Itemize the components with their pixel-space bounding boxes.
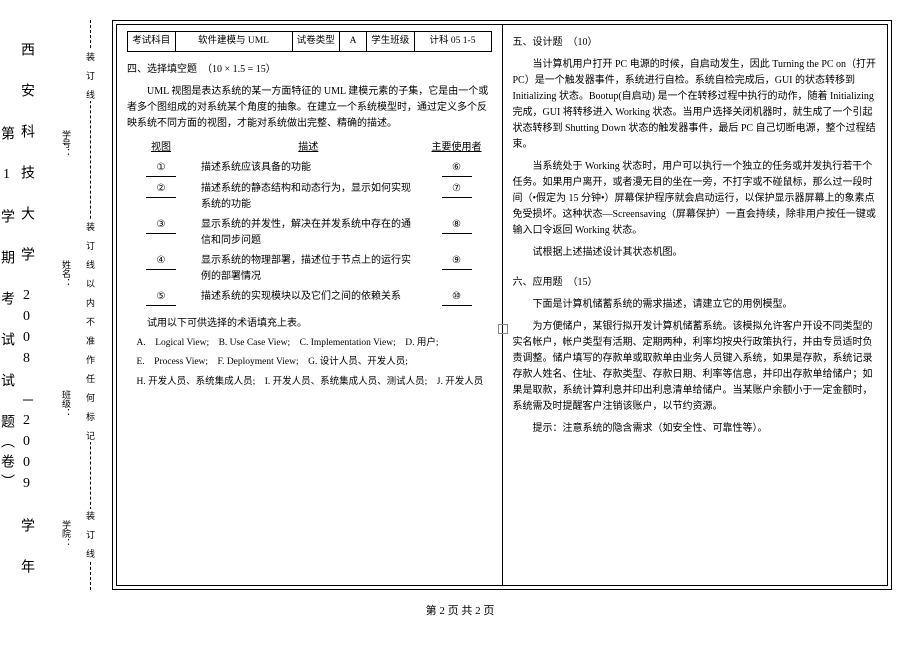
th-user: 主要使用者 — [422, 140, 492, 156]
section-6-title: 六、应用题 （15） — [513, 275, 878, 291]
blank-5: ⑤ — [146, 289, 176, 306]
th-desc: 描述 — [195, 140, 422, 156]
blank-6: ⑥ — [442, 160, 472, 177]
table-row: ④ 显示系统的物理部署，描述位于节点上的运行实例的部署情况 ⑨ — [127, 253, 492, 285]
hdr-subject-value: 软件建模与 UML — [175, 32, 292, 52]
info-id: 学号： — [60, 130, 73, 157]
options-line-1: A. Logical View; B. Use Case View; C. Im… — [137, 336, 492, 351]
exam-header-table: 考试科目 软件建模与 UML 试卷类型 A 学生班级 计科 05 1-5 — [127, 31, 492, 52]
section-5-p2: 当系统处于 Working 状态时，用户可以执行一个独立的任务或并发执行若干个任… — [513, 159, 878, 239]
row3-desc: 显示系统的并发性，解决在并发系统中存在的通信和同步问题 — [195, 217, 422, 249]
section-6-p3: 提示：注意系统的隐含需求（如安全性、可靠性等）。 — [513, 421, 878, 437]
th-view: 视图 — [127, 140, 195, 156]
table-row: ② 描述系统的静态结构和动态行为，显示如何实现系统的功能 ⑦ — [127, 181, 492, 213]
info-name: 姓名： — [60, 260, 73, 287]
table-row: 考试科目 软件建模与 UML 试卷类型 A 学生班级 计科 05 1-5 — [128, 32, 492, 52]
section-4-title: 四、选择填空题 （10 × 1.5 = 15） — [127, 62, 492, 78]
info-college: 学院： — [60, 520, 73, 547]
binding-column: 装 订 线 装 订 线 以 内 不 准 作 任 何 标 记 装 订 线 学院： … — [60, 20, 100, 590]
page-footer: 第 2 页 共 2 页 — [0, 602, 920, 618]
blank-1: ① — [146, 160, 176, 177]
row5-desc: 描述系统的实现模块以及它们之间的依赖关系 — [195, 289, 422, 306]
hdr-class-label: 学生班级 — [367, 32, 415, 52]
page-outer-frame: 考试科目 软件建模与 UML 试卷类型 A 学生班级 计科 05 1-5 四、选… — [112, 20, 892, 590]
options-line-2: E. Process View; F. Deployment View; G. … — [137, 355, 492, 370]
exam-title-vertical: 西 安 科 技 大 学 2008 －2009 学 年 第 1 学 期 考 试 试… — [18, 30, 36, 590]
options-intro: 试用以下可供选择的术语填充上表。 — [127, 316, 492, 332]
options-line-3: H. 开发人员、系统集成人员; I. 开发人员、系统集成人员、测试人员; J. … — [137, 375, 492, 390]
row2-desc: 描述系统的静态结构和动态行为，显示如何实现系统的功能 — [195, 181, 422, 213]
views-table-head: 视图 描述 主要使用者 — [127, 140, 492, 156]
blank-2: ② — [146, 181, 176, 198]
blank-3: ③ — [146, 217, 176, 234]
left-column: 考试科目 软件建模与 UML 试卷类型 A 学生班级 计科 05 1-5 四、选… — [117, 25, 503, 585]
section-6-p1: 下面是计算机储蓄系统的需求描述，请建立它的用例模型。 — [513, 297, 878, 313]
binding-label-mid: 装 订 线 以 内 不 准 作 任 何 标 记 — [84, 220, 97, 442]
blank-8: ⑧ — [442, 217, 472, 234]
binding-label-bottom: 装 订 线 — [84, 509, 97, 560]
hdr-type-value: A — [340, 32, 367, 52]
blank-4: ④ — [146, 253, 176, 270]
blank-7: ⑦ — [442, 181, 472, 198]
section-5-title: 五、设计题 （10） — [513, 35, 878, 51]
blank-9: ⑨ — [442, 253, 472, 270]
hdr-class-value: 计科 05 1-5 — [414, 32, 491, 52]
row1-desc: 描述系统应该具备的功能 — [195, 160, 422, 177]
binding-label-top: 装 订 线 — [84, 50, 97, 101]
stray-mark-icon — [498, 324, 508, 334]
section-6-p2: 为方便储户，某银行拟开发计算机储蓄系统。该模拟允许客户开设不同类型的实名帐户，帐… — [513, 319, 878, 415]
info-class: 班级： — [60, 390, 73, 417]
table-row: ⑤ 描述系统的实现模块以及它们之间的依赖关系 ⑩ — [127, 289, 492, 306]
hdr-type-label: 试卷类型 — [292, 32, 340, 52]
hdr-subject-label: 考试科目 — [128, 32, 176, 52]
row4-desc: 显示系统的物理部署，描述位于节点上的运行实例的部署情况 — [195, 253, 422, 285]
page-inner-frame: 考试科目 软件建模与 UML 试卷类型 A 学生班级 计科 05 1-5 四、选… — [116, 24, 888, 586]
section-5-p3: 试根据上述描述设计其状态机图。 — [513, 245, 878, 261]
section-4-intro: UML 视图是表达系统的某一方面特征的 UML 建模元素的子集，它是由一个或者多… — [127, 84, 492, 132]
blank-10: ⑩ — [442, 289, 472, 306]
right-column: 五、设计题 （10） 当计算机用户打开 PC 电源的时候，自启动发生，因此 Tu… — [503, 25, 888, 585]
section-5-p1: 当计算机用户打开 PC 电源的时候，自启动发生，因此 Turning the P… — [513, 57, 878, 153]
table-row: ③ 显示系统的并发性，解决在并发系统中存在的通信和同步问题 ⑧ — [127, 217, 492, 249]
table-row: ① 描述系统应该具备的功能 ⑥ — [127, 160, 492, 177]
